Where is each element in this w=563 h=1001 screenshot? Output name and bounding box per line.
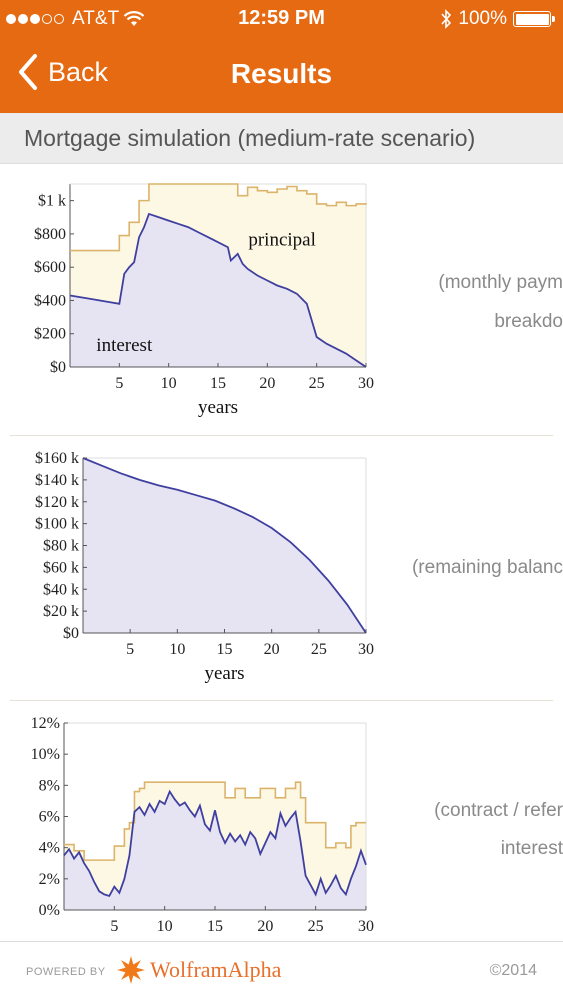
status-left: AT&T <box>6 8 145 30</box>
chevron-left-icon <box>19 54 37 90</box>
brand-label: WolframAlpha <box>150 957 282 982</box>
series-line-main <box>82 457 367 634</box>
y-tick-label: 0% <box>39 902 60 919</box>
powered-by-label: POWERED BY <box>26 966 106 978</box>
x-tick-label: 5 <box>110 918 118 935</box>
status-time: 12:59 PM <box>238 7 325 29</box>
y-tick-label: $100 k <box>35 516 79 533</box>
wolframalpha-logo[interactable]: WolframAlpha <box>116 955 281 985</box>
battery-icon <box>513 11 555 27</box>
x-axis-label: years <box>198 397 238 418</box>
x-tick-label: 20 <box>257 918 273 935</box>
y-tick-label: $160 k <box>35 450 79 467</box>
y-tick-label: 2% <box>39 871 60 888</box>
x-tick-label: 25 <box>311 641 327 658</box>
y-tick-label: 4% <box>39 840 60 857</box>
divider <box>10 435 553 436</box>
back-label: Back <box>48 56 109 87</box>
series-line-contract <box>64 781 366 861</box>
y-tick-label: $40 k <box>43 581 79 598</box>
caption-interest: interest <box>500 838 563 859</box>
x-tick-label: 25 <box>309 375 325 392</box>
x-tick-label: 10 <box>157 918 173 935</box>
series-area-interest <box>70 213 366 367</box>
navigation-bar: Back Results <box>0 38 563 113</box>
y-tick-label: $400 <box>34 292 66 309</box>
status-right: 100% <box>440 8 555 30</box>
x-tick-label: 30 <box>358 375 374 392</box>
x-tick-label: 30 <box>358 918 374 935</box>
signal-strength-icon <box>6 14 64 24</box>
x-axis-label: years <box>204 663 244 684</box>
y-tick-label: 10% <box>31 746 60 763</box>
x-tick-label: 25 <box>308 918 324 935</box>
y-tick-label: 6% <box>39 809 60 826</box>
divider <box>10 700 553 701</box>
y-tick-label: 12% <box>31 715 60 732</box>
y-tick-label: $140 k <box>35 472 79 489</box>
caption-contract-reference: (contract / refer <box>434 800 563 821</box>
x-tick-label: 15 <box>210 375 226 392</box>
x-tick-label: 15 <box>207 918 223 935</box>
y-tick-label: $20 k <box>43 603 79 620</box>
x-tick-label: 15 <box>217 641 233 658</box>
annotation-interest: interest <box>96 335 153 356</box>
bluetooth-icon <box>441 9 452 29</box>
caption-remaining-balance: (remaining balanc <box>411 557 563 578</box>
x-tick-label: 30 <box>358 641 374 658</box>
battery-percent: 100% <box>458 8 507 29</box>
y-tick-label: $200 <box>34 326 66 343</box>
x-tick-label: 5 <box>126 641 134 658</box>
x-tick-label: 20 <box>259 375 275 392</box>
caption-monthly-payment: (monthly paym <box>438 272 563 293</box>
y-tick-label: $0 <box>50 359 66 376</box>
carrier-label: AT&T <box>72 8 120 29</box>
interest-rate-chart: 5 10 15 20 25 30 0% 2% 4% 6% 8% 10% 12% <box>31 715 374 935</box>
x-tick-label: 10 <box>161 375 177 392</box>
copyright-label: ©2014 <box>489 962 537 979</box>
y-tick-label: $80 k <box>43 538 79 555</box>
back-button[interactable]: Back <box>18 54 108 90</box>
remaining-balance-chart: 5 10 15 20 25 30 $0 $20 k $40 k $60 k $80 k $100 k $… <box>35 450 374 684</box>
series-area-main <box>83 458 366 633</box>
y-tick-label: $60 k <box>43 559 79 576</box>
y-tick-label: $800 <box>34 226 66 243</box>
pod-title: Mortgage simulation (medium-rate scenari… <box>24 125 476 151</box>
caption-breakdown: breakdo <box>494 311 563 332</box>
series-line-reference <box>63 789 367 898</box>
y-tick-label: $600 <box>34 259 66 276</box>
footer: POWERED BY WolframAlpha ©2014 <box>0 941 563 1001</box>
y-tick-label: $1 k <box>38 193 66 210</box>
pod-header: Mortgage simulation (medium-rate scenari… <box>0 113 563 164</box>
series-area-reference <box>64 791 366 910</box>
series-line-principal <box>70 183 367 252</box>
wolfram-star-icon <box>117 956 145 984</box>
series-line-interest <box>69 212 367 368</box>
y-tick-label: 8% <box>39 777 60 794</box>
y-tick-label: $120 k <box>35 494 79 511</box>
x-tick-label: 5 <box>115 375 123 392</box>
payment-breakdown-chart: 5 10 15 20 25 30 $0 $200 $400 $600 $800 $1 k years pr… <box>34 183 374 418</box>
x-tick-label: 20 <box>264 641 280 658</box>
wifi-icon <box>123 11 145 26</box>
x-tick-label: 10 <box>169 641 185 658</box>
annotation-principal: principal <box>248 230 316 251</box>
status-bar: AT&T 12:59 PM 100% <box>0 0 563 38</box>
y-tick-label: $0 <box>63 625 79 642</box>
